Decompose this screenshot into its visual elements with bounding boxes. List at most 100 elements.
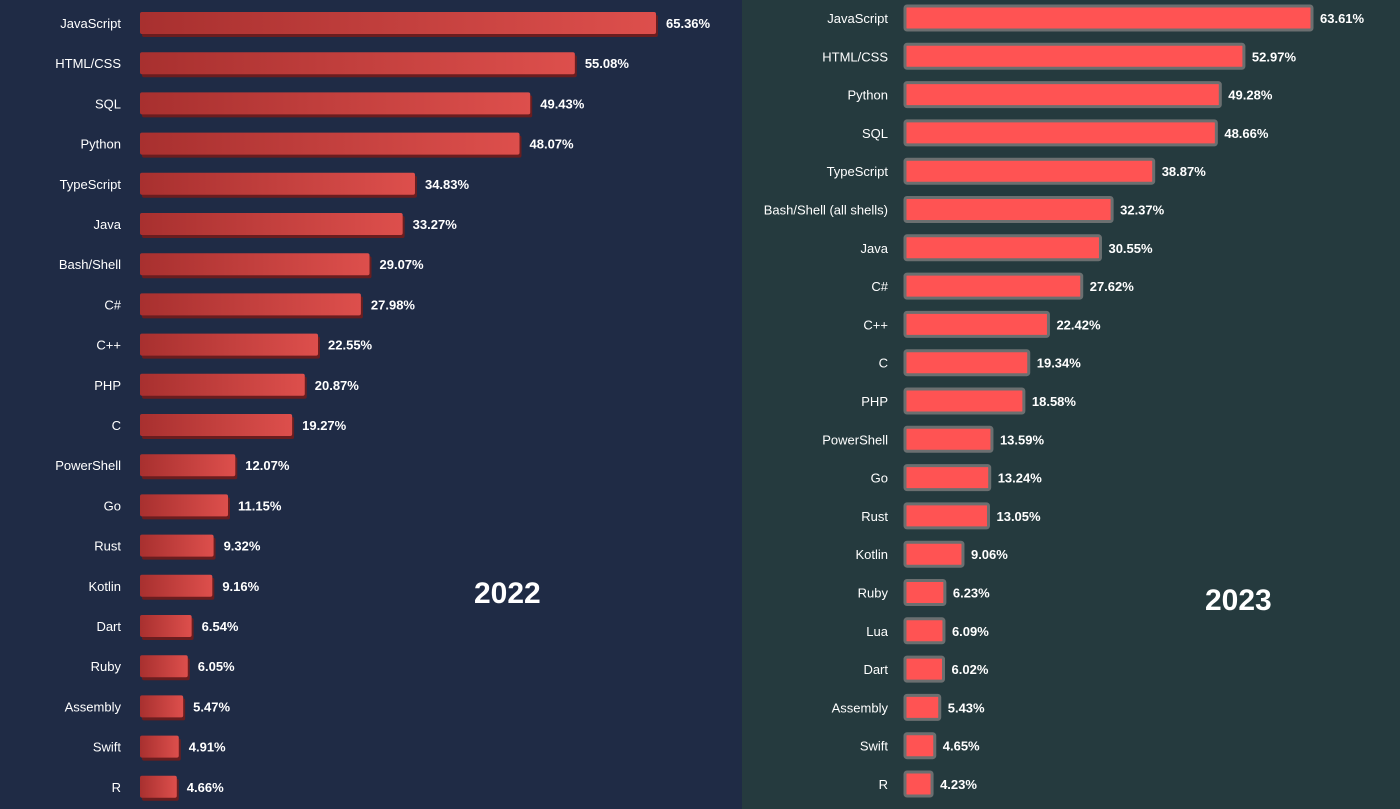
category-label: Python [848, 88, 888, 103]
value-label: 20.87% [315, 378, 360, 393]
bar-group-2023: C# 27.62% [871, 272, 1135, 300]
category-label: HTML/CSS [822, 49, 888, 64]
value-label: 34.83% [425, 177, 470, 192]
value-label: 65.36% [666, 16, 711, 31]
bar-group-2022: Dart 6.54% [96, 615, 239, 640]
value-label: 11.15% [238, 498, 282, 513]
value-label: 48.66% [1224, 126, 1269, 141]
category-label: Java [861, 241, 889, 256]
bar [140, 213, 403, 235]
value-label: 30.55% [1108, 241, 1153, 256]
value-label: 5.43% [948, 700, 985, 715]
bar-group-2022: PHP 20.87% [94, 373, 360, 399]
category-label: Python [81, 137, 121, 152]
category-label: HTML/CSS [55, 56, 121, 71]
bar [903, 4, 1314, 32]
value-label: 4.66% [187, 780, 224, 795]
value-label: 19.27% [302, 418, 347, 433]
bar-group-2023: Swift 4.65% [860, 732, 980, 760]
category-label: SQL [862, 126, 888, 141]
category-label: TypeScript [827, 164, 889, 179]
value-label: 29.07% [380, 257, 425, 272]
value-label: 33.27% [413, 217, 458, 232]
bar [140, 775, 177, 798]
bar-group-2022: Python 48.07% [81, 132, 575, 158]
value-label: 6.09% [952, 624, 989, 639]
category-label: C++ [863, 317, 888, 332]
bar-group-2022: C++ 22.55% [96, 333, 373, 359]
bar [903, 157, 1156, 185]
value-label: 13.59% [1000, 432, 1045, 447]
value-label: 13.24% [998, 471, 1043, 486]
bar [140, 12, 656, 34]
bar-group-2023: R 4.23% [879, 770, 977, 798]
value-label: 48.07% [530, 137, 575, 152]
value-label: 49.43% [540, 96, 585, 111]
category-label: Swift [93, 740, 122, 755]
bar [140, 574, 213, 597]
category-label: PowerShell [822, 432, 888, 447]
bar [903, 770, 934, 798]
category-label: C [112, 418, 121, 433]
value-label: 4.23% [940, 777, 977, 792]
category-label: PowerShell [55, 458, 121, 473]
bar [140, 373, 305, 396]
category-label: Ruby [858, 586, 889, 601]
bar [140, 172, 415, 195]
value-label: 4.91% [189, 740, 226, 755]
category-label: Go [871, 471, 888, 486]
value-label: 5.47% [193, 699, 230, 714]
bar [140, 414, 293, 436]
category-label: Dart [96, 619, 121, 634]
bar [903, 655, 946, 683]
category-label: Rust [94, 539, 121, 554]
category-label: PHP [94, 378, 121, 393]
category-label: C# [871, 279, 888, 294]
bar-group-2023: PowerShell 13.59% [822, 425, 1045, 453]
bar-group-2022: PowerShell 12.07% [55, 454, 290, 480]
bar [903, 425, 994, 453]
bar-group-2022: R 4.66% [112, 775, 224, 801]
value-label: 9.16% [222, 579, 259, 594]
bar [903, 502, 990, 530]
value-label: 18.58% [1032, 394, 1077, 409]
bar [903, 617, 946, 645]
value-label: 19.34% [1037, 356, 1082, 371]
category-label: JavaScript [827, 11, 888, 26]
category-label: Kotlin [88, 579, 121, 594]
value-label: 63.61% [1320, 11, 1365, 26]
bar-group-2023: Bash/Shell (all shells) 32.37% [764, 196, 1165, 223]
bar [140, 52, 575, 75]
value-label: 38.87% [1162, 164, 1207, 179]
bar-group-2023: Rust 13.05% [861, 502, 1041, 530]
category-label: R [879, 777, 888, 792]
value-label: 55.08% [585, 56, 630, 71]
bar [903, 119, 1218, 147]
bar [903, 464, 992, 492]
value-label: 6.02% [952, 662, 989, 677]
bar-group-2022: Assembly 5.47% [65, 695, 230, 721]
bar-group-2023: Kotlin 9.06% [855, 540, 1008, 568]
bar-group-2022: Rust 9.32% [94, 534, 261, 560]
category-label: Bash/Shell [59, 257, 121, 272]
bar-group-2022: SQL 49.43% [95, 92, 585, 118]
bar-group-2022: HTML/CSS 55.08% [55, 52, 630, 78]
bar-group-2022: C# 27.98% [104, 293, 415, 319]
bar-group-2022: C 19.27% [112, 414, 347, 439]
bar [903, 540, 965, 568]
value-label: 27.62% [1090, 279, 1135, 294]
bar-group-2023: Ruby 6.23% [858, 579, 990, 606]
value-label: 22.42% [1056, 317, 1101, 332]
bar-group-2022: Kotlin 9.16% [88, 574, 260, 600]
bar [903, 42, 1246, 70]
value-label: 6.54% [202, 619, 239, 634]
bar-group-2022: Ruby 6.05% [91, 655, 235, 681]
bar-group-2023: C 19.34% [879, 349, 1082, 377]
bar [140, 333, 319, 356]
bar [903, 579, 947, 606]
value-label: 9.32% [224, 539, 261, 554]
category-label: Swift [860, 739, 889, 754]
bar-group-2023: HTML/CSS 52.97% [822, 42, 1296, 70]
value-label: 32.37% [1120, 203, 1165, 218]
